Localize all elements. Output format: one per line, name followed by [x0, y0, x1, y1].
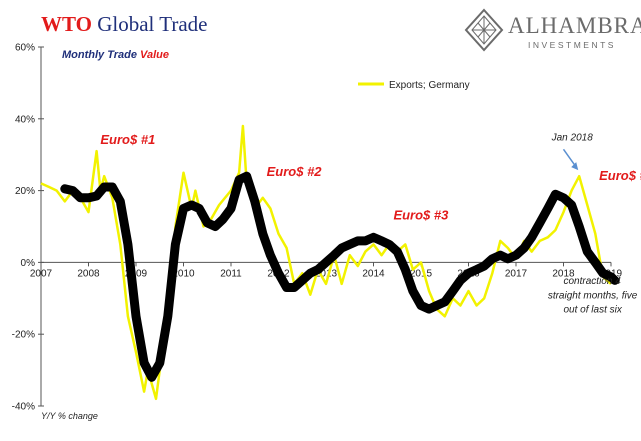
- y-tick-label: -40%: [12, 402, 35, 413]
- jan-2018-arrowhead: [571, 162, 579, 171]
- title-accent: WTO: [41, 12, 92, 36]
- note-annotation: Jan 2018: [551, 132, 594, 143]
- note-annotation: contraction 4: [564, 276, 622, 287]
- y-ticks: -40% -20% 0% 20% 40% 60%: [12, 43, 44, 413]
- x-tick-label: 2011: [220, 268, 242, 279]
- subtitle-part-2: Value: [140, 49, 169, 61]
- x-tick-label: 2010: [172, 268, 195, 279]
- x-tick-label: 2008: [77, 268, 100, 279]
- y-tick-label: -20%: [12, 330, 35, 341]
- brand-name: ALHAMBRA: [508, 13, 641, 38]
- legend: Exports; Germany: [358, 80, 470, 91]
- euro-annotation: Euro$ #1: [100, 132, 155, 147]
- x-tick-label: 2007: [30, 268, 53, 279]
- x-tick-label: 2017: [505, 268, 528, 279]
- y-tick-label: 0%: [21, 258, 36, 269]
- note-annotation: straight months, five: [548, 290, 638, 301]
- y-tick-label: 40%: [15, 114, 35, 125]
- y-axis: -40% -20% 0% 20% 40% 60%: [12, 43, 44, 413]
- euro-annotation: Euro$ #3: [393, 207, 449, 222]
- x-tick-label: 2018: [552, 268, 575, 279]
- y-tick-label: 20%: [15, 186, 35, 197]
- euro-annotation: Euro$ #2: [267, 164, 323, 179]
- note-annotation: out of last six: [564, 305, 623, 316]
- legend-label: Exports; Germany: [389, 80, 470, 91]
- smoothed-trend-line: [60, 171, 620, 382]
- x-tick-label: 2015: [410, 268, 433, 279]
- chart-subtitle: Monthly Trade Value: [62, 49, 169, 61]
- y-tick-label: 60%: [15, 43, 35, 54]
- title-text: Global Trade: [97, 12, 208, 36]
- brand-subtitle: INVESTMENTS: [528, 40, 616, 50]
- subtitle-part-1: Monthly Trade: [62, 49, 137, 61]
- x-tick-label: 2013: [315, 268, 338, 279]
- y-axis-note: Y/Y % change: [41, 411, 98, 421]
- alhambra-diamond-icon: [464, 8, 504, 52]
- chart-title: WTO Global Trade: [41, 12, 207, 37]
- brand-logo: ALHAMBRA INVESTMENTS: [462, 8, 641, 52]
- x-tick-label: 2014: [362, 268, 385, 279]
- annotations: Euro$ #1 Euro$ #2 Euro$ #3 Euro$ #4 Jan 2018…: [100, 132, 641, 316]
- euro-annotation: Euro$ #4: [599, 168, 641, 183]
- x-tick-label: 2009: [125, 268, 148, 279]
